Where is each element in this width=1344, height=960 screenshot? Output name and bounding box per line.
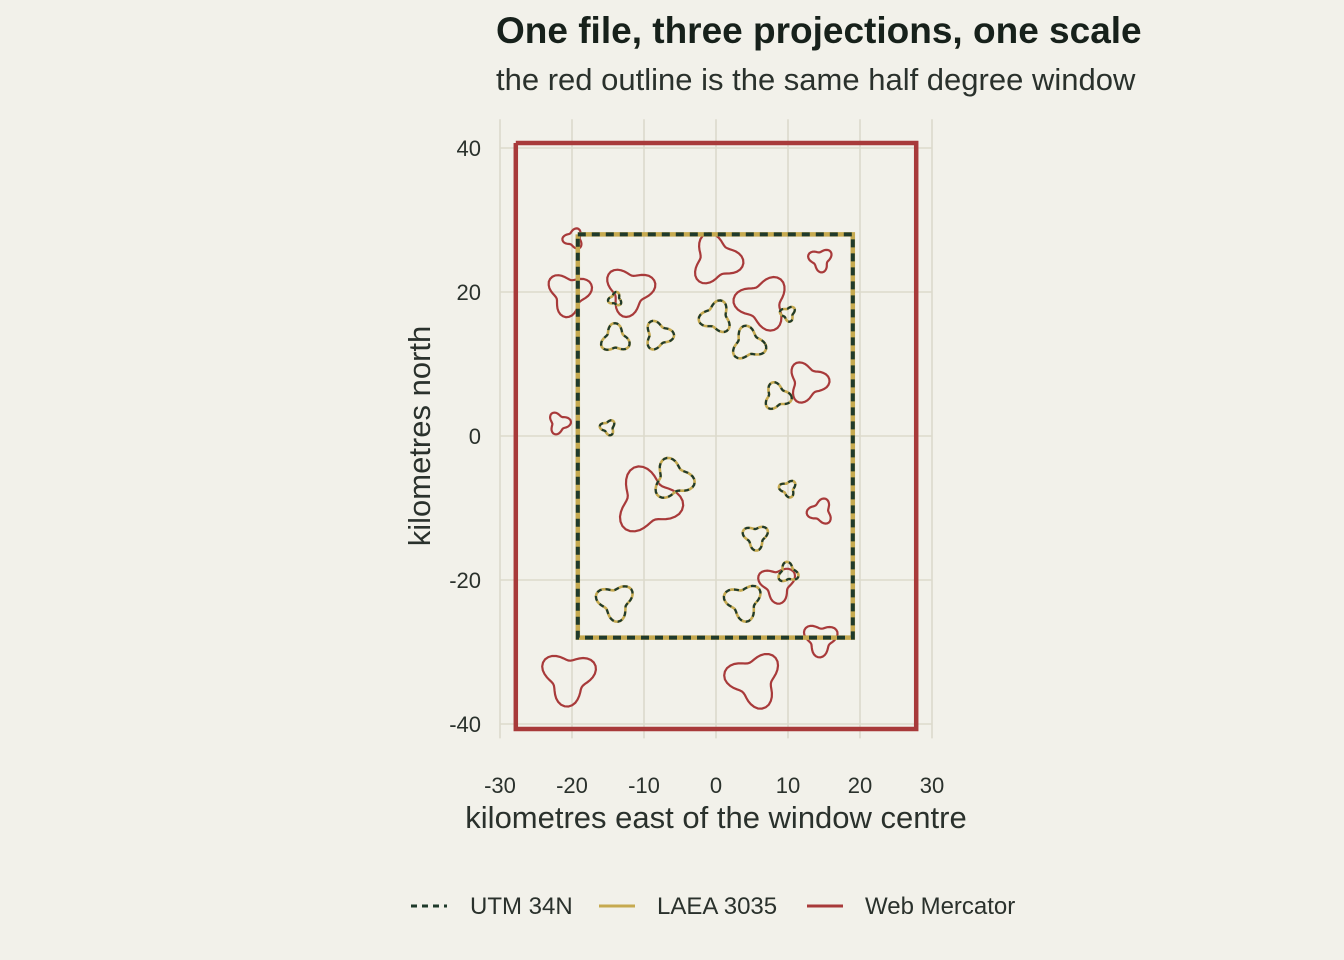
feature-polygon [778, 305, 796, 323]
x-tick-label: 20 [848, 773, 872, 798]
feature-polygon [741, 525, 770, 552]
y-tick-label: -40 [449, 712, 481, 737]
feature-polygon [757, 567, 797, 605]
x-tick-label: -20 [556, 773, 588, 798]
feature-polygon [790, 361, 831, 404]
y-tick-label: 0 [469, 424, 481, 449]
y-tick-label: -20 [449, 568, 481, 593]
feature-polygon [606, 268, 657, 319]
chart-title: One file, three projections, one scale [496, 10, 1142, 51]
feature-polygon [547, 274, 594, 319]
feature-polygon [806, 248, 833, 274]
feature-polygon [693, 232, 745, 285]
feature-polygon [606, 290, 623, 307]
feature-polygon [646, 319, 676, 351]
x-axis-label: kilometres east of the window centre [465, 800, 966, 835]
feature-polygon [598, 419, 616, 437]
legend-label: Web Mercator [865, 893, 1015, 920]
feature-polygon [722, 584, 762, 623]
feature-polygon [764, 381, 793, 410]
y-tick-label: 40 [457, 136, 481, 161]
feature-polygon [697, 299, 731, 333]
feature-polygon [805, 497, 832, 525]
feature-polygon [618, 465, 685, 533]
chart-plot-area: -30 -20 -10 0 10 20 30 -40 -20 0 20 40 kilometres e… [402, 119, 967, 835]
legend-label: LAEA 3035 [657, 893, 777, 920]
feature-polygon [731, 324, 768, 360]
chart-legend: UTM 34N LAEA 3035 Web Mercator [411, 893, 1015, 920]
window-outline [575, 232, 855, 640]
x-tick-label: -10 [628, 773, 660, 798]
y-tick-label: 20 [457, 280, 481, 305]
x-tick-label: 0 [710, 773, 722, 798]
feature-polygon [594, 585, 634, 623]
feature-polygon [654, 456, 696, 499]
feature-polygon [548, 411, 572, 436]
legend-item: UTM 34N [411, 893, 573, 920]
window-outline [513, 140, 919, 732]
x-tick-label: 10 [776, 773, 800, 798]
feature-polygon [646, 319, 676, 351]
grid-lines [499, 119, 933, 739]
legend-label: UTM 34N [470, 893, 573, 920]
legend-item: Web Mercator [807, 893, 1015, 920]
series-layer [513, 140, 919, 732]
x-tick-label: -30 [484, 773, 516, 798]
feature-polygon [802, 624, 839, 659]
series-utm-34n [575, 232, 855, 640]
feature-polygon [541, 654, 598, 708]
chart-subtitle: the red outline is the same half degree … [496, 62, 1136, 97]
feature-polygon [732, 275, 786, 332]
feature-polygon [723, 653, 780, 710]
tick-labels: -30 -20 -10 0 10 20 30 -40 -20 0 20 40 [449, 136, 944, 798]
x-tick-label: 30 [920, 773, 944, 798]
feature-polygon [599, 322, 631, 351]
feature-polygon [777, 560, 800, 583]
feature-polygon [777, 479, 797, 499]
y-axis-label: kilometres north [402, 326, 437, 547]
legend-item: LAEA 3035 [599, 893, 777, 920]
